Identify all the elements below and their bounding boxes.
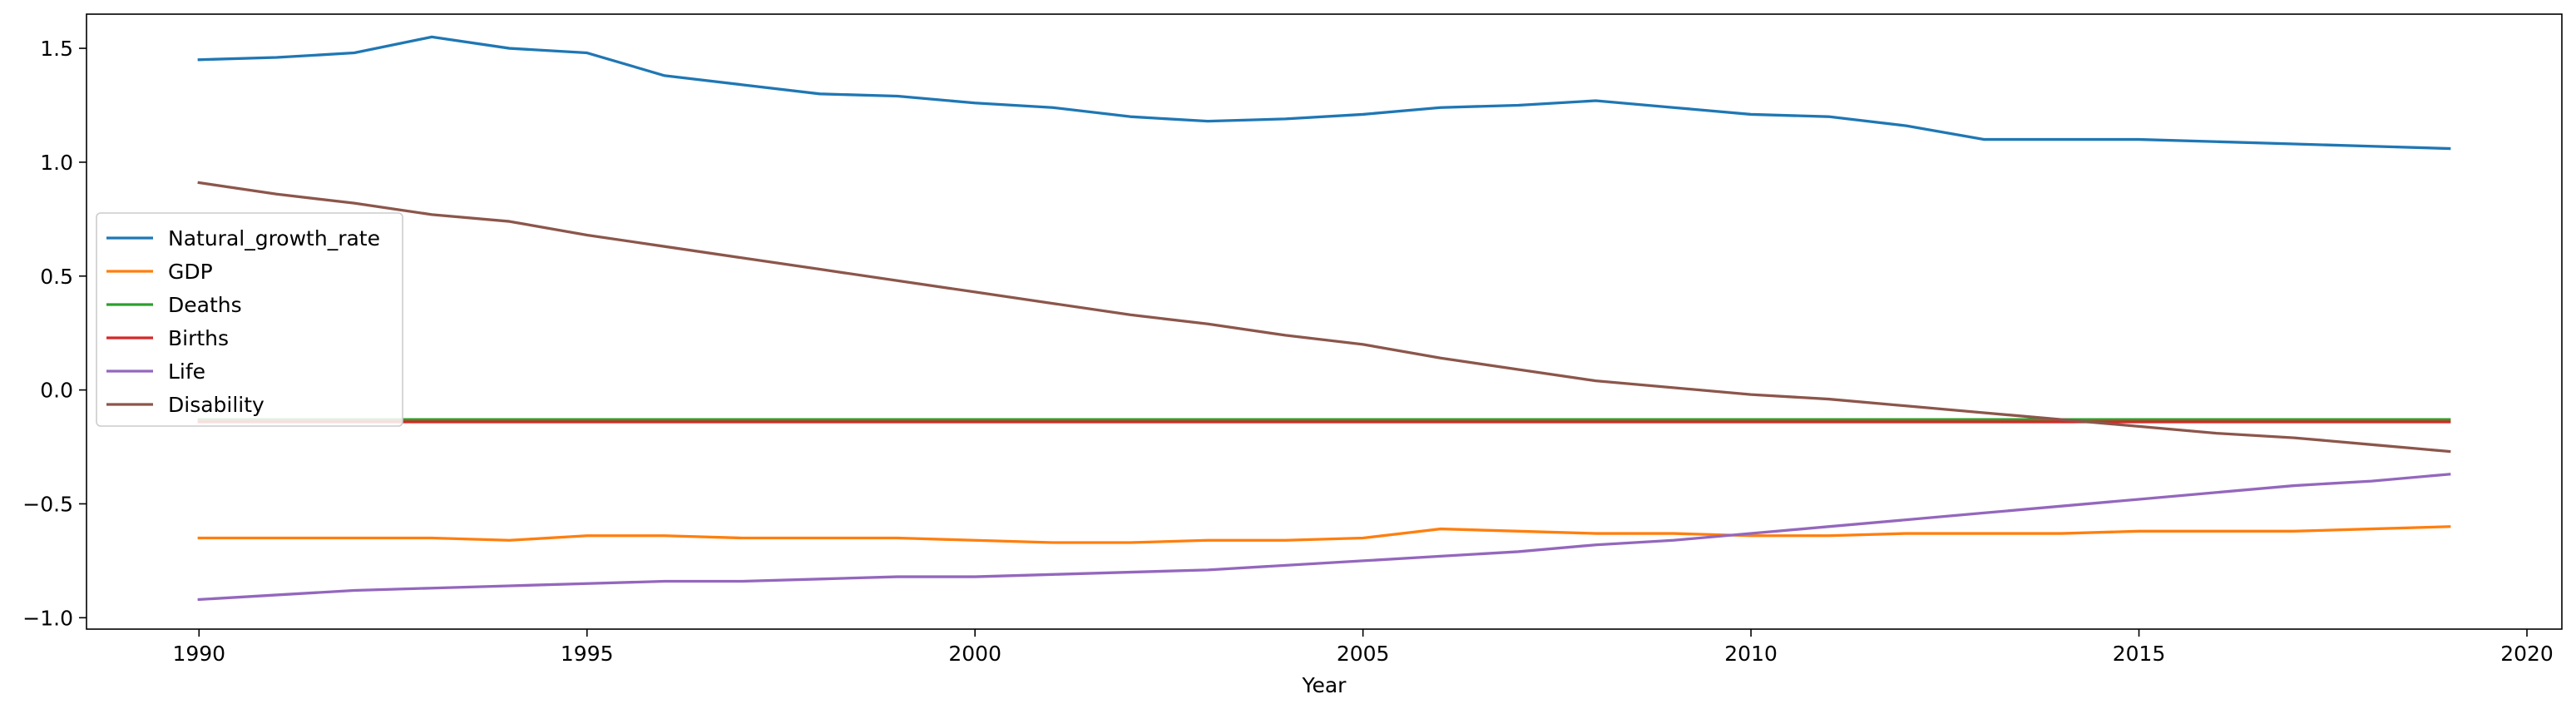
legend: Natural_growth_rate GDP Deaths Births Life Di… — [96, 212, 403, 427]
series-line-gdp — [197, 525, 2451, 544]
series-line-life — [197, 473, 2451, 602]
y-tick-label: 1.5 — [40, 37, 73, 61]
y-tick-label: 0.0 — [40, 379, 73, 403]
series-layer — [197, 35, 2451, 602]
legend-label: Disability — [168, 393, 265, 417]
series-line-disability — [197, 181, 2451, 454]
x-axis: 1990 1995 2000 2005 2010 2015 2020 — [172, 629, 2554, 666]
y-axis: −1.0 −0.5 0.0 0.5 1.0 1.5 — [22, 37, 87, 630]
y-tick-label: 1.0 — [40, 151, 73, 175]
plot-frame — [86, 13, 2563, 630]
y-tick-label: 0.5 — [40, 265, 73, 289]
legend-label: Deaths — [168, 293, 242, 317]
legend-label: Natural_growth_rate — [168, 226, 380, 250]
x-tick-label: 2020 — [2500, 642, 2554, 666]
x-tick-label: 2010 — [1724, 642, 1777, 666]
series-line-natural-growth-rate — [197, 35, 2451, 151]
legend-box — [96, 212, 403, 427]
legend-label: Life — [168, 359, 205, 384]
x-tick-label: 2000 — [948, 642, 1001, 666]
x-tick-label: 1995 — [561, 642, 614, 666]
y-tick-label: −1.0 — [22, 606, 73, 630]
y-tick-label: −0.5 — [22, 492, 73, 516]
x-axis-label: Year — [1302, 673, 1347, 697]
legend-label: Births — [168, 326, 229, 350]
legend-label: GDP — [168, 260, 213, 284]
x-tick-label: 2005 — [1337, 642, 1390, 666]
x-tick-label: 2015 — [2113, 642, 2166, 666]
x-tick-label: 1990 — [172, 642, 225, 666]
